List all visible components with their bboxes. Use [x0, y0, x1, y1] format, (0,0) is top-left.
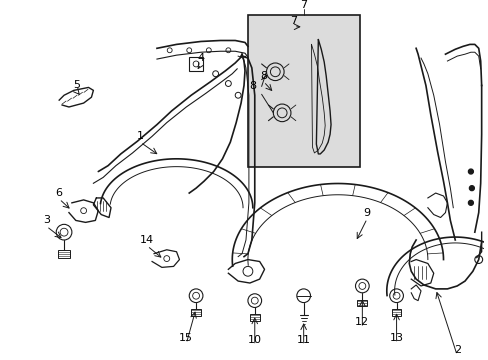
Bar [189, 57, 203, 71]
Text: 7: 7 [300, 0, 306, 10]
Bar [58, 250, 70, 258]
Bar [191, 310, 201, 316]
Text: 5: 5 [73, 81, 80, 90]
Bar [391, 310, 401, 316]
Text: 10: 10 [247, 335, 261, 345]
Text: 13: 13 [389, 333, 403, 343]
Text: 2: 2 [453, 345, 460, 355]
Bar [357, 300, 366, 306]
Text: 8: 8 [249, 81, 256, 91]
Circle shape [468, 186, 473, 190]
Text: 14: 14 [140, 235, 154, 245]
Text: 8: 8 [260, 71, 266, 81]
Bar [247, 15, 360, 167]
Text: 15: 15 [179, 333, 193, 343]
Circle shape [468, 169, 472, 174]
Bar [249, 314, 259, 321]
Text: 3: 3 [43, 215, 50, 225]
Text: 6: 6 [56, 188, 62, 198]
Text: 4: 4 [197, 53, 204, 63]
Text: 9: 9 [363, 208, 370, 217]
Text: 1: 1 [137, 131, 143, 141]
Circle shape [468, 201, 472, 205]
Text: 7: 7 [290, 16, 297, 26]
Text: 12: 12 [355, 317, 368, 327]
Text: 11: 11 [296, 335, 310, 345]
